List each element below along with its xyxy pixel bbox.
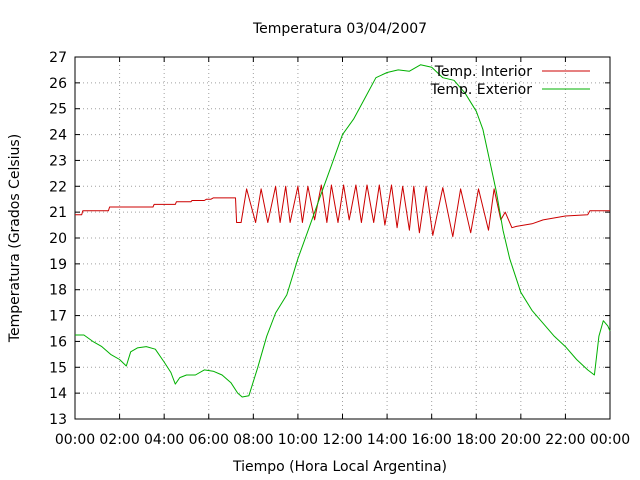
axis-ticks [74,56,611,420]
y-tick-label: 20 [49,231,67,247]
series-lines [75,64,611,398]
gridlines [75,57,610,419]
x-tick-label: 06:00 [189,432,229,448]
x-tick-label: 00:00 [590,432,630,448]
x-tick-label: 14:00 [367,432,407,448]
chart-title: Temperatura 03/04/2007 [252,21,427,37]
y-tick-label: 15 [49,360,67,376]
y-tick-label: 27 [49,50,67,66]
y-axis-label: Temperatura (Grados Celsius) [7,134,23,343]
legend: Temp. Interior Temp. Exterior [430,64,590,98]
y-tick-label: 18 [49,283,67,299]
x-tick-label: 00:00 [55,432,95,448]
y-tick-label: 13 [49,412,67,428]
x-tick-label: 18:00 [456,432,496,448]
y-tick-label: 26 [49,76,67,92]
x-tick-label: 08:00 [233,432,273,448]
x-tick-label: 16:00 [411,432,451,448]
series-line-interior [75,184,610,238]
legend-label-exterior: Temp. Exterior [430,82,533,98]
series-line-exterior [75,64,611,398]
x-tick-label: 04:00 [144,432,184,448]
y-tick-label: 22 [49,179,67,195]
y-tick-label: 19 [49,257,67,273]
x-axis-label: Tiempo (Hora Local Argentina) [232,459,447,475]
x-tick-label: 22:00 [545,432,585,448]
x-tick-label: 20:00 [501,432,541,448]
y-tick-label: 25 [49,102,67,118]
y-tick-label: 21 [49,205,67,221]
y-tick-label: 17 [49,309,67,325]
y-tick-labels: 13 14 15 16 17 18 19 20 21 22 23 24 25 26 27 [49,50,67,428]
y-tick-label: 24 [49,128,67,144]
y-tick-label: 23 [49,153,67,169]
x-tick-label: 02:00 [99,432,139,448]
y-tick-label: 16 [49,334,67,350]
x-tick-label: 12:00 [322,432,362,448]
x-tick-labels: 00:00 02:00 04:00 06:00 08:00 10:00 12:00 14:00… [55,432,630,448]
y-tick-label: 14 [49,386,67,402]
legend-label-interior: Temp. Interior [434,64,533,80]
x-tick-label: 10:00 [278,432,318,448]
